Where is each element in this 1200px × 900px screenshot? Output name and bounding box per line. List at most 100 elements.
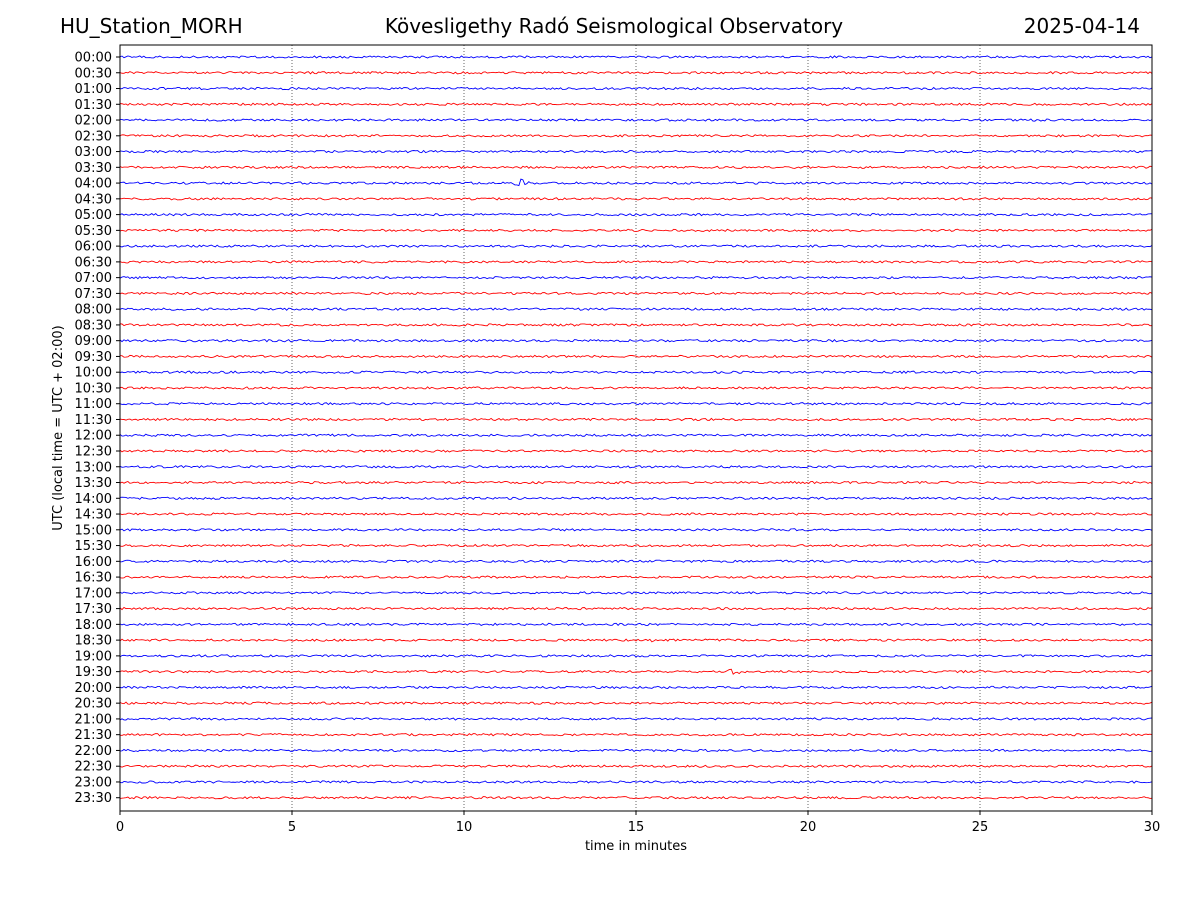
seismogram-trace	[119, 496, 1153, 500]
y-tick-label: 01:30	[75, 98, 112, 113]
seismogram-trace	[119, 685, 1153, 690]
y-tick-label: 08:30	[75, 318, 112, 333]
seismogram-trace	[119, 165, 1153, 170]
x-tick-labels: 0 5 10 15 20 25 30	[116, 811, 1160, 835]
y-tick-label: 10:00	[75, 366, 112, 381]
y-tick-label: 23:00	[75, 775, 112, 790]
seismogram-trace	[119, 780, 1153, 784]
y-tick-label: 21:00	[75, 712, 112, 727]
seismogram-trace	[119, 622, 1153, 627]
seismogram-trace	[119, 338, 1153, 343]
seismogram-traces	[119, 55, 1153, 800]
x-tick-label: 10	[456, 820, 473, 835]
seismogram-trace	[119, 717, 1153, 721]
x-tick-label: 20	[800, 820, 817, 835]
y-tick-label: 11:30	[75, 413, 112, 428]
seismogram-trace	[119, 402, 1153, 406]
y-tick-label: 23:30	[75, 791, 112, 806]
y-tick-label: 12:30	[75, 445, 112, 460]
observatory-title: Kövesligethy Radó Seismological Observat…	[384, 14, 844, 38]
seismogram-trace	[119, 212, 1153, 217]
y-tick-label: 06:00	[75, 240, 112, 255]
y-tick-label: 07:30	[75, 287, 112, 302]
y-tick-label: 21:30	[75, 728, 112, 743]
x-tick-label: 5	[288, 820, 296, 835]
seismogram-trace	[119, 102, 1153, 106]
seismogram-trace	[119, 354, 1153, 359]
seismogram-trace	[119, 796, 1153, 800]
seismogram-trace	[119, 480, 1153, 485]
seismogram-trace	[119, 606, 1153, 611]
seismogram-trace	[119, 228, 1153, 233]
y-tick-label: 07:00	[75, 271, 112, 286]
x-axis-label: time in minutes	[585, 839, 687, 854]
y-tick-label: 19:00	[75, 649, 112, 664]
x-tick-label: 30	[1144, 820, 1161, 835]
seismogram-trace	[119, 71, 1153, 75]
y-tick-label: 20:00	[75, 681, 112, 696]
seismogram-trace	[119, 417, 1153, 422]
y-tick-label: 15:30	[75, 539, 112, 554]
seismogram-trace	[119, 386, 1153, 390]
seismogram-trace	[119, 86, 1153, 91]
y-tick-label: 16:00	[75, 555, 112, 570]
record-date: 2025-04-14	[1023, 14, 1140, 38]
plot-frame	[119, 44, 1153, 812]
seismogram-trace	[119, 323, 1153, 327]
seismogram-trace	[119, 512, 1153, 516]
y-tick-label: 09:30	[75, 350, 112, 365]
x-tick-label: 25	[972, 820, 989, 835]
seismogram-trace	[119, 748, 1153, 753]
seismogram-trace	[119, 149, 1153, 154]
seismogram-trace	[119, 275, 1153, 280]
y-tick-label: 17:00	[75, 586, 112, 601]
y-tick-label: 19:30	[75, 665, 112, 680]
seismogram-trace	[119, 291, 1153, 296]
y-tick-label: 11:00	[75, 397, 112, 412]
seismogram-trace	[119, 528, 1153, 532]
seismogram-trace	[119, 118, 1153, 122]
seismogram-trace	[119, 733, 1153, 737]
seismogram-trace	[119, 244, 1153, 248]
station-name: HU_Station_MORH	[60, 14, 243, 38]
seismogram-trace	[119, 575, 1153, 579]
seismogram-trace	[119, 591, 1153, 595]
y-tick-label: 14:00	[75, 492, 112, 507]
y-tick-label: 02:00	[75, 114, 112, 129]
y-tick-label: 01:00	[75, 82, 112, 97]
y-tick-label: 13:30	[75, 476, 112, 491]
y-tick-label: 18:00	[75, 618, 112, 633]
seismogram-trace	[119, 559, 1153, 564]
y-tick-label: 04:30	[75, 192, 112, 207]
seismogram-trace	[119, 55, 1153, 59]
seismogram-trace	[119, 465, 1153, 469]
seismogram-trace	[119, 178, 1153, 187]
seismogram-trace	[119, 654, 1153, 658]
y-axis-label: UTC (local time = UTC + 02:00)	[51, 325, 66, 530]
y-tick-label: 15:00	[75, 523, 112, 538]
y-tick-label: 18:30	[75, 634, 112, 649]
y-tick-label: 00:30	[75, 66, 112, 81]
y-tick-label: 05:30	[75, 224, 112, 239]
seismogram-trace	[119, 668, 1153, 675]
y-tick-label: 03:30	[75, 161, 112, 176]
y-tick-label: 05:00	[75, 208, 112, 223]
seismogram-trace	[119, 449, 1153, 453]
seismogram-trace	[119, 307, 1153, 311]
seismogram-trace	[119, 370, 1153, 374]
y-tick-label: 10:30	[75, 381, 112, 396]
seismogram-trace	[119, 433, 1153, 437]
y-tick-label: 02:30	[75, 129, 112, 144]
seismogram-trace	[119, 134, 1153, 138]
x-tick-label: 15	[628, 820, 645, 835]
seismogram-trace	[119, 260, 1153, 264]
y-tick-label: 16:30	[75, 571, 112, 586]
seismogram-trace	[119, 764, 1153, 768]
y-tick-label: 06:30	[75, 255, 112, 270]
y-tick-label: 03:00	[75, 145, 112, 160]
y-tick-label: 04:00	[75, 177, 112, 192]
y-tick-label: 22:30	[75, 760, 112, 775]
y-tick-label: 13:00	[75, 460, 112, 475]
y-tick-label: 20:30	[75, 697, 112, 712]
